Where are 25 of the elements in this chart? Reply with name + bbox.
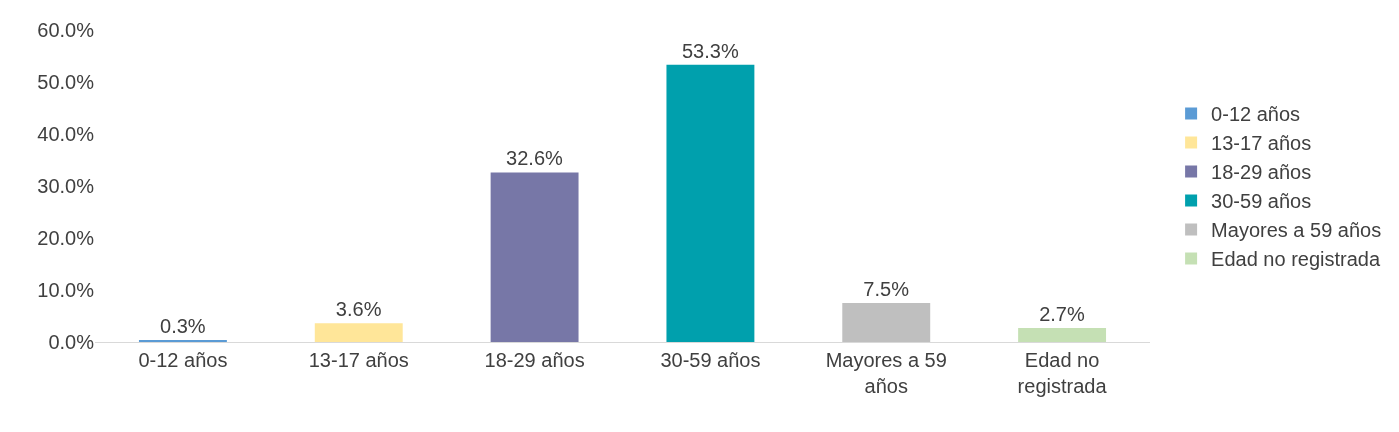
text: 53.3% [681,39,739,62]
legend-label: Edad no registrada [1211,248,1381,271]
x-tick-label: 0-12 años [138,349,228,371]
y-tick-label: 40.0% [37,123,95,145]
legend-label: 18-29 años [1211,161,1312,184]
x-tick-label: 30-59 años [660,349,761,371]
legend-label: Mayores a 59 años [1211,219,1382,242]
text: 32.6% [506,147,563,170]
legend-label: 30-59 años [1211,190,1312,213]
text: 3.6% [335,298,382,321]
y-tick-label: 10.0% [37,279,95,301]
y-tick-label: 0.0% [48,331,95,353]
text: 0.3% [160,315,206,337]
text: 2.7% [1039,302,1085,325]
y-tick-label: 60.0% [37,19,95,41]
y-tick-label: 30.0% [37,175,95,197]
legend-label: 13-17 años [1211,132,1312,155]
x-tick-label: 18-29 años [484,349,585,371]
y-tick-label: 50.0% [37,71,95,93]
x-tick-label: Mayores a 59 años [825,349,947,397]
x-tick-label: 13-17 años [308,349,409,371]
legend-label: 0-12 años [1211,103,1301,126]
x-tick-label: Edad no registrada [1017,349,1108,397]
text: 7.5% [863,278,909,300]
y-tick-label: 20.0% [37,227,95,249]
